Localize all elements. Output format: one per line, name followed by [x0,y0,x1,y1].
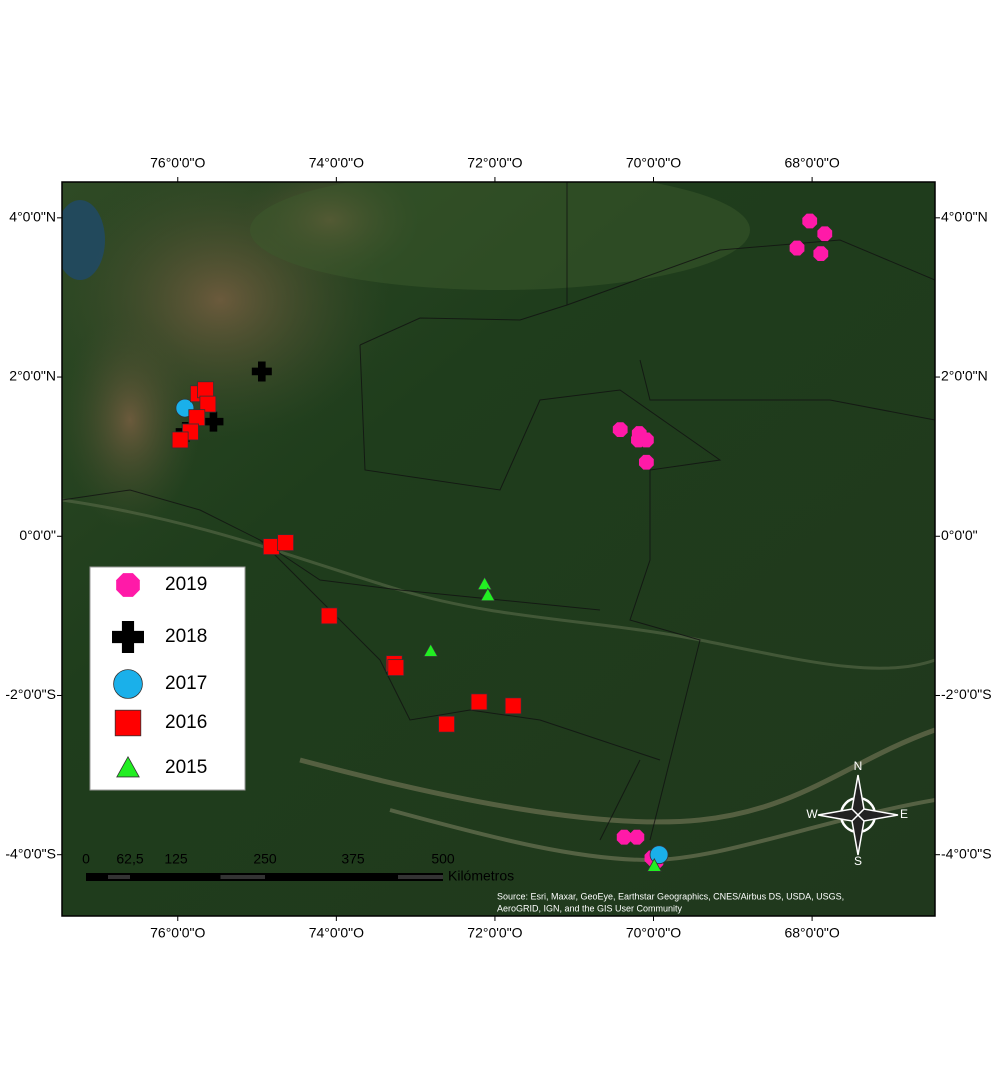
marker [616,829,632,845]
map-frame [61,181,936,917]
marker [438,715,455,733]
marker [612,422,628,437]
legend-marker [116,755,140,778]
x-tick-label: 74°0'0"O [309,925,364,941]
legend-label: 2019 [165,574,207,595]
scale-label: 500 [431,851,455,867]
scale-label: 125 [164,851,188,867]
marker [789,240,805,256]
scale-label: 250 [253,851,277,867]
marker [171,431,189,449]
marker [199,395,217,413]
x-tick-label: 68°0'0"O [784,155,839,171]
scale-segment [398,875,443,879]
x-tick-label: 72°0'0"O [467,925,522,941]
x-tick-label: 70°0'0"O [626,925,681,941]
marker [251,361,272,382]
y-tick-label: 0°0'0" [19,527,56,543]
legend-marker [114,709,142,737]
marker [476,576,493,591]
y-tick-label: -4°0'0"S [5,845,56,861]
marker [638,454,654,470]
legend-label: 2017 [165,673,207,694]
legend-label: 2016 [165,712,207,733]
legend-marker [116,573,140,597]
marker [197,381,214,399]
compass-south: S [854,854,862,868]
marker [480,587,496,602]
scale-label: 375 [341,851,365,867]
scale-segment [108,875,130,879]
marker [203,411,224,432]
scale-segment [220,875,265,879]
marker [813,246,829,262]
compass-east: E [900,807,908,821]
y-tick-label: 4°0'0"N [9,209,56,225]
legend-marker [113,669,143,699]
basemap [62,182,935,916]
attribution: AeroGRID, IGN, and the GIS User Communit… [497,903,683,913]
legend-label: 2018 [165,626,207,647]
legend-marker [112,621,144,653]
marker [504,697,522,715]
compass-west: W [806,807,818,821]
marker [262,538,280,556]
marker [387,659,405,677]
x-tick-label: 76°0'0"O [150,155,205,171]
scale-segment [265,875,309,879]
compass: N S E W [806,759,908,868]
scale-segment [130,875,153,879]
marker [646,858,662,872]
x-tick-label: 68°0'0"O [784,925,839,941]
legend: 2019 2018 2017 2016 2015 [89,566,246,791]
marker [188,409,206,427]
x-tick-label: 74°0'0"O [309,155,364,171]
marker [470,693,488,711]
marker [277,534,295,552]
x-tick-label: 70°0'0"O [626,155,681,171]
marker [817,226,833,242]
scale-label: 62,5 [116,851,143,867]
x-tick-label: 76°0'0"O [150,925,205,941]
marker [320,607,338,625]
marker [629,829,645,845]
compass-north: N [854,759,863,773]
y-tick-label: -2°0'0"S [5,686,56,702]
legend-label: 2015 [165,757,207,778]
y-tick-label: 4°0'0"N [941,209,988,225]
y-tick-label: 0°0'0" [941,527,978,543]
x-tick-label: 72°0'0"O [467,155,522,171]
scale-label: 0 [82,851,90,867]
y-tick-label: 2°0'0"N [941,368,988,384]
y-tick-label: -2°0'0"S [941,686,992,702]
attribution: Source: Esri, Maxar, GeoEye, Earthstar G… [497,891,844,901]
scale-unit: Kilómetros [448,868,514,884]
marker [638,432,654,448]
marker [802,213,818,229]
y-tick-label: -4°0'0"S [941,845,992,861]
marker [423,643,439,657]
y-tick-label: 2°0'0"N [9,368,56,384]
